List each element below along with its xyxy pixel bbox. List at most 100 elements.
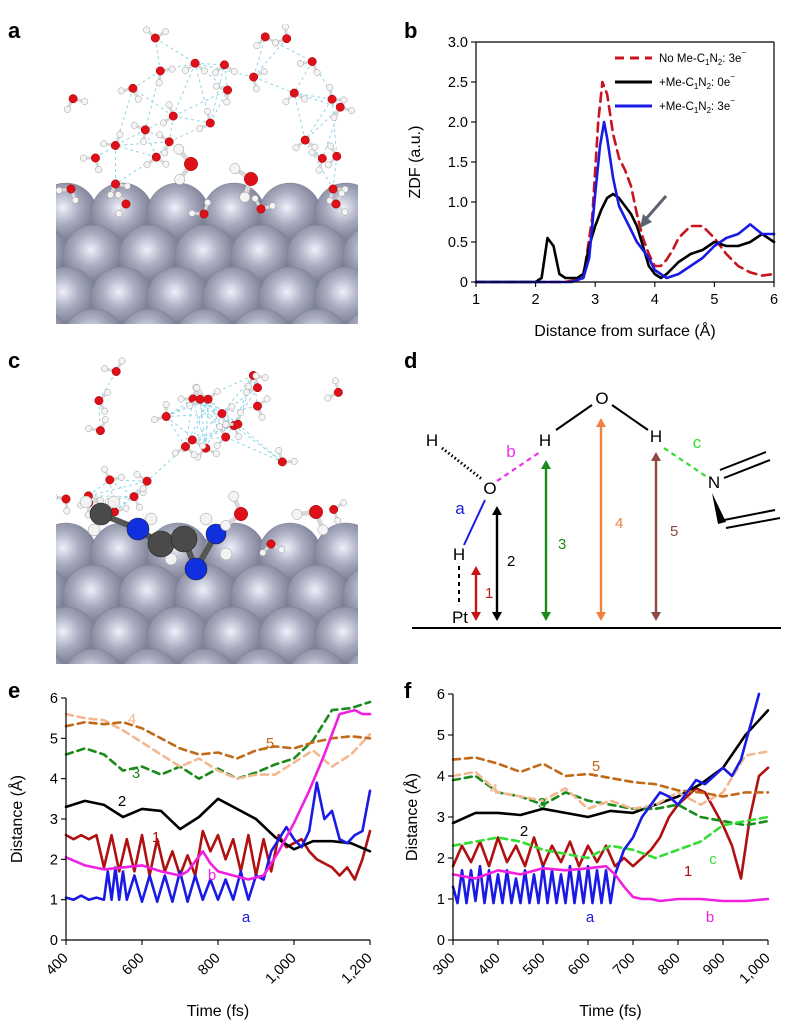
- water-h-24a: [222, 421, 230, 428]
- hbond-line: [192, 423, 239, 441]
- series-annotation-e-1: 1: [152, 829, 160, 846]
- distance-arrow-3-head-bottom: [541, 612, 551, 621]
- hbond-line: [207, 399, 227, 438]
- bond-label-b: b: [506, 442, 515, 461]
- legend-label-part: 1: [694, 82, 699, 91]
- h-atom-4: H: [453, 545, 465, 564]
- hbond-line: [192, 398, 227, 438]
- o-atom-1: O: [483, 479, 496, 498]
- water-h-6a: [161, 149, 169, 157]
- water-h-3a: [348, 107, 356, 115]
- water-h-9a: [213, 442, 221, 449]
- water-h-15b: [203, 107, 211, 115]
- water-h-big2a: [239, 191, 251, 203]
- series-annotation-e-a: a: [242, 909, 251, 926]
- series-line-f-4: [451, 750, 770, 811]
- x-axis-label-f: Time (fs): [579, 1003, 642, 1020]
- distance-arrow-5-head-top: [651, 452, 661, 461]
- water-h-23b: [116, 130, 124, 138]
- water-h-17b: [64, 105, 71, 113]
- series-annotation-f-1: 1: [684, 863, 692, 880]
- x-tick-label-e: 1,200: [339, 950, 376, 987]
- wedge-bond: [712, 493, 726, 524]
- water-h-19a: [101, 465, 108, 473]
- distance-label-3: 3: [558, 536, 566, 553]
- water-h-low4b: [341, 208, 349, 216]
- legend-label-part: N: [698, 77, 706, 89]
- y-tick-label-f: 1: [437, 892, 445, 908]
- bond-c-dashed: [663, 447, 708, 478]
- mol-h-6: [219, 547, 233, 561]
- water-o-22: [111, 179, 120, 189]
- water-o-15: [253, 401, 262, 411]
- mol-h-3: [144, 512, 158, 526]
- hbond-line: [144, 70, 161, 130]
- water-o-12: [95, 426, 105, 436]
- water-h-big2a: [317, 524, 329, 536]
- y-axis-label-e: Distance (Å): [7, 775, 26, 863]
- water-o-20: [161, 412, 171, 421]
- pt-atom-label: Pt: [452, 608, 468, 627]
- water-h-22b: [136, 503, 143, 511]
- hbond-line: [168, 116, 174, 142]
- series-annotation-e-b: b: [208, 867, 216, 884]
- hbond-line: [223, 64, 229, 91]
- mol-atom-4: [184, 557, 208, 581]
- legend-label-1: +Me-C1N2: 0e−: [659, 72, 735, 91]
- water-o-10: [111, 367, 121, 376]
- water-h-low1a: [115, 210, 123, 218]
- water-h-1b: [101, 407, 109, 415]
- water-h-10a: [134, 95, 142, 103]
- pt-atom-29: [291, 648, 345, 664]
- hashed-bond: [441, 446, 484, 482]
- series-line-f-c: [451, 815, 770, 860]
- y-tick-label-e: 3: [50, 812, 58, 828]
- water-o-big1: [234, 507, 248, 521]
- bond-label-c: c: [693, 433, 702, 452]
- snapshot-a: [56, 24, 358, 324]
- x-tick-label-e: 800: [195, 950, 223, 978]
- y-tick-label-b: 1.5: [448, 155, 468, 171]
- snapshot-c-graphic: [56, 357, 358, 664]
- water-o-11: [329, 505, 339, 514]
- series-line-b-2: [474, 120, 776, 284]
- pt-atom-26: [123, 648, 177, 664]
- arrow-shaft: [643, 195, 668, 221]
- water-h-low0a: [71, 196, 79, 204]
- hbond-line: [192, 398, 235, 427]
- y-tick-label-e: 6: [50, 691, 58, 707]
- y-axis-label-f: Distance (Å): [402, 773, 421, 861]
- water-h-low1b: [259, 549, 267, 557]
- hbond-line: [184, 398, 194, 447]
- water-h-2a: [260, 68, 268, 76]
- panel-letter-a: a: [8, 18, 21, 43]
- x-tick-label-e: 400: [43, 950, 71, 978]
- water-o-23: [110, 141, 120, 150]
- water-h-5b: [133, 471, 141, 478]
- water-o-2: [249, 72, 259, 82]
- hbond-line: [253, 38, 288, 78]
- x-tick-label-b: 2: [532, 292, 540, 308]
- series-line-b-0: [474, 80, 776, 284]
- hbond-line: [237, 423, 283, 463]
- hbond-line: [199, 399, 235, 427]
- water-h-12b: [282, 98, 290, 106]
- water-h-20a: [151, 416, 159, 424]
- legend-label-part: +Me-C: [659, 101, 694, 113]
- water-o-big1: [184, 157, 198, 171]
- y-tick-label-f: 6: [437, 687, 445, 703]
- water-o-low0: [66, 184, 76, 194]
- water-o-17: [68, 94, 78, 104]
- water-o-25: [277, 457, 287, 467]
- water-h-1a: [104, 388, 112, 396]
- water-h-low1a: [278, 546, 285, 554]
- water-h-14b: [80, 154, 87, 162]
- water-h-0a: [212, 450, 220, 458]
- water-o-low1: [266, 539, 276, 549]
- pt-atom-29: [291, 308, 345, 324]
- water-h-4b: [165, 101, 173, 109]
- water-h-13b: [143, 161, 151, 169]
- y-tick-label-f: 0: [437, 933, 445, 949]
- x-tick-label-e: 600: [119, 950, 147, 978]
